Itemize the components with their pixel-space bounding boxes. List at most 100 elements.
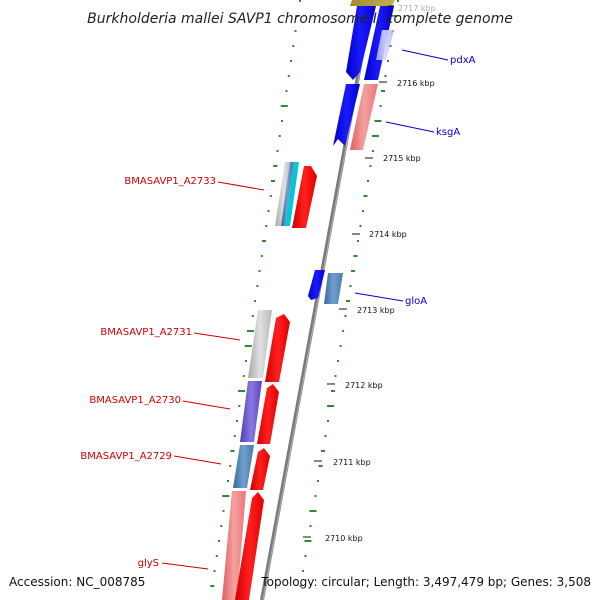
gene-label-pdxa[interactable]: pdxA	[450, 55, 476, 66]
gene-label-ksga[interactable]: ksgA	[436, 127, 460, 138]
gc-dot	[363, 195, 368, 197]
tick-label: 2715 kbp	[383, 154, 421, 163]
cds-reverse-ksga[interactable]	[333, 84, 360, 146]
cds-steel-gloa[interactable]	[324, 273, 343, 304]
gc-dot	[265, 225, 268, 227]
tick-label: 2710 kbp	[325, 534, 363, 543]
gc-dot	[342, 330, 344, 332]
gc-dot	[324, 435, 327, 437]
leader-line-gloa	[354, 292, 404, 302]
gc-dot	[210, 585, 215, 587]
gc-dot	[349, 285, 352, 287]
cds-forward-a2729[interactable]	[250, 448, 270, 490]
gc-dot	[230, 450, 235, 452]
tick-label: 2713 kbp	[357, 306, 395, 315]
gene-label-a2730[interactable]: BMASAVP1_A2730	[89, 395, 181, 406]
leader-line-pdxa	[401, 49, 449, 61]
gene-label-glys[interactable]: glyS	[138, 558, 159, 569]
leader-line-a2733	[217, 181, 265, 191]
cds-salmon-glys[interactable]	[222, 491, 246, 600]
cds-reverse-pdxa-left[interactable]	[346, 6, 376, 80]
gc-dot	[267, 210, 270, 212]
gc-dot	[251, 315, 254, 317]
gc-dot	[309, 525, 312, 527]
gc-dot	[256, 285, 259, 287]
gc-dot	[260, 255, 263, 257]
gc-dot	[344, 315, 347, 317]
cds-gray-a2731[interactable]	[248, 310, 272, 378]
gc-dot	[372, 135, 379, 137]
gc-dot	[393, 15, 398, 17]
cds-olive-top[interactable]	[350, 0, 395, 6]
gc-dot	[278, 135, 281, 137]
gc-dot	[276, 150, 279, 152]
gc-dot	[233, 435, 236, 437]
tick-label: 2717 kbp	[398, 4, 436, 13]
gene-labels: pdxA ksgA gloA BMASAVP1_A2733 BMASAVP1_A…	[80, 55, 475, 569]
gene-label-a2729[interactable]: BMASAVP1_A2729	[80, 451, 172, 462]
cds-steel-a2733[interactable]	[281, 162, 294, 226]
gc-dot	[359, 225, 362, 227]
gc-dot	[236, 420, 238, 422]
gc-dot	[321, 450, 325, 452]
gc-dot	[247, 330, 254, 332]
gc-content-track-inner	[299, 0, 399, 587]
gc-dot	[337, 360, 339, 362]
gc-dot	[296, 15, 299, 17]
tick-label: 2714 kbp	[369, 230, 407, 239]
cds-reverse-gloa[interactable]	[308, 270, 325, 300]
cds-forward-a2733[interactable]	[292, 166, 317, 228]
gc-dot	[281, 120, 283, 122]
accession-label: Accession: NC_008785	[9, 575, 145, 589]
gc-dot	[245, 360, 247, 362]
gc-dot	[269, 195, 272, 197]
cds-purple-a2730[interactable]	[240, 381, 262, 442]
gc-dot	[213, 570, 216, 572]
gc-dot	[317, 480, 319, 482]
gc-dot	[334, 375, 337, 377]
gc-dot	[379, 105, 382, 107]
gc-content-track-outer	[210, 0, 301, 587]
gc-dot	[220, 525, 223, 527]
gene-label-a2733[interactable]: BMASAVP1_A2733	[124, 176, 216, 187]
tick-label: 2712 kbp	[345, 381, 383, 390]
cds-lavender-pdxa[interactable]	[376, 30, 394, 60]
gc-dot	[238, 405, 241, 407]
gene-label-a2731[interactable]: BMASAVP1_A2731	[100, 327, 192, 338]
gc-dot	[299, 0, 301, 2]
cds-reverse-pdxa[interactable]	[364, 6, 394, 80]
gc-dot	[369, 165, 372, 167]
gc-dot	[238, 390, 245, 392]
leader-line-a2729	[173, 455, 222, 465]
gc-dot	[292, 45, 295, 47]
cds-forward-a2730[interactable]	[257, 384, 279, 444]
leader-line-a2731	[193, 332, 241, 341]
gc-dot	[384, 75, 387, 77]
gc-dot	[242, 375, 245, 377]
gene-label-gloa[interactable]: gloA	[405, 296, 427, 307]
gc-dot	[327, 405, 334, 407]
tick-marks: 2717 kbp 2716 kbp 2715 kbp 2714 kbp 2713…	[303, 4, 436, 543]
gc-dot	[372, 150, 374, 152]
gc-dot	[389, 45, 392, 47]
gc-dot	[353, 255, 358, 257]
gc-dot	[302, 570, 304, 572]
gc-dot	[304, 555, 307, 557]
cds-salmon-ksga[interactable]	[350, 84, 378, 150]
gc-dot	[222, 495, 230, 497]
gc-dot	[258, 270, 261, 272]
cds-cyan-a2733[interactable]	[285, 162, 299, 226]
features	[222, 0, 395, 600]
map-title: Burkholderia mallei SAVP1 chromosome I, …	[87, 11, 513, 27]
gc-dot	[254, 300, 256, 302]
cds-steel-a2729[interactable]	[233, 445, 254, 488]
cds-forward-glys[interactable]	[235, 492, 264, 600]
gc-dot	[294, 30, 297, 32]
gc-dot	[397, 0, 399, 2]
gc-dot	[314, 495, 317, 497]
gc-dot	[374, 120, 382, 122]
gc-dot	[299, 585, 302, 587]
cds-forward-a2731[interactable]	[265, 314, 290, 382]
gc-dot	[381, 90, 385, 92]
